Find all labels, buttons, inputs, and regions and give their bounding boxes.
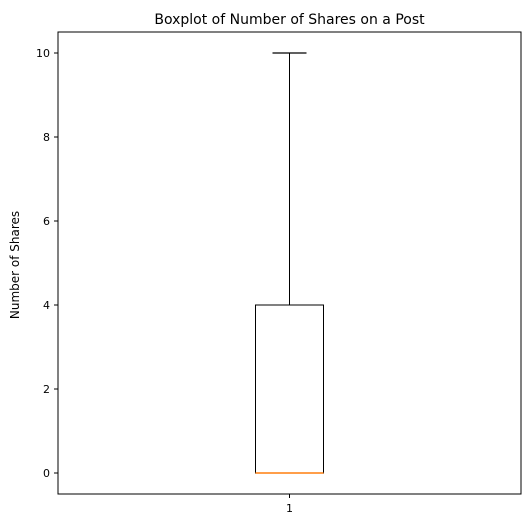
y-tick-label: 2 bbox=[43, 383, 50, 396]
y-tick-label: 10 bbox=[36, 47, 50, 60]
y-tick-label: 0 bbox=[43, 467, 50, 480]
y-axis-ticks: 0 2 4 6 8 10 bbox=[36, 47, 58, 480]
x-tick-label: 1 bbox=[286, 502, 293, 515]
chart-title: Boxplot of Number of Shares on a Post bbox=[154, 12, 425, 28]
y-axis-label: Number of Shares bbox=[8, 211, 22, 319]
y-tick-label: 8 bbox=[43, 131, 50, 144]
x-axis-ticks: 1 bbox=[286, 494, 293, 515]
y-tick-label: 4 bbox=[43, 299, 50, 312]
box-group bbox=[255, 52, 324, 474]
y-tick-label: 6 bbox=[43, 215, 50, 228]
